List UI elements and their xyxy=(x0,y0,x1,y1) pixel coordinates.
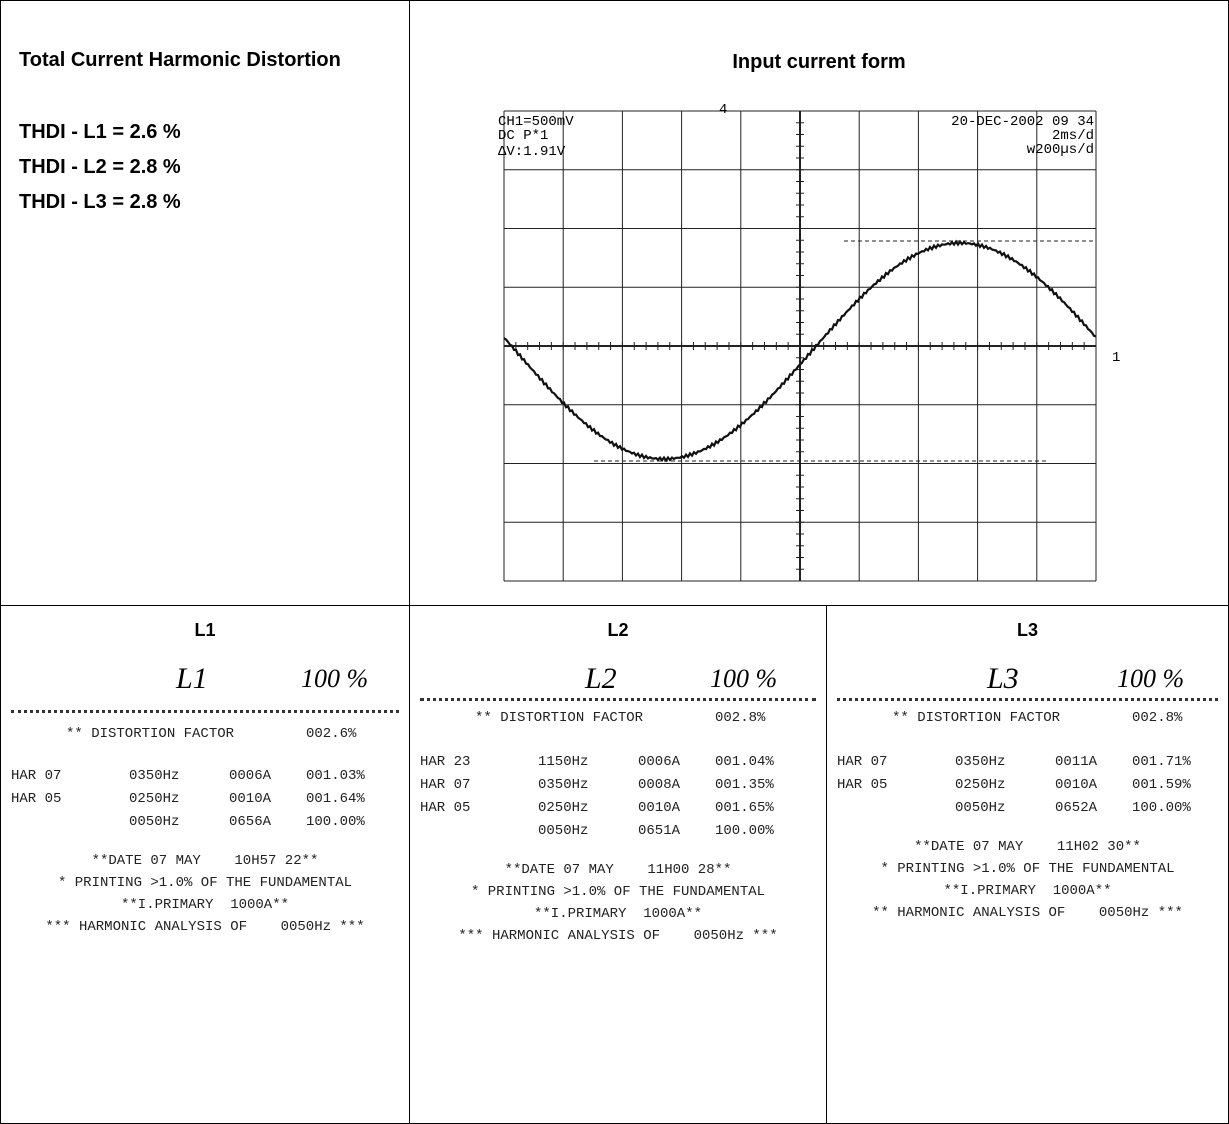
printout-cell: L3 L3 100 % ** DISTORTION FACTOR 002.8% HAR 0… xyxy=(826,605,1229,1124)
handwritten-percent: 100 % xyxy=(1117,664,1184,694)
scope-label: w200µs/d xyxy=(1027,142,1094,158)
footer-line: **DATE 07 MAY 10H57 22** xyxy=(1,853,409,869)
harmonic-frequency: 0350Hz xyxy=(538,777,588,793)
harmonic-current: 0010A xyxy=(229,791,271,807)
handwritten-label: L1 xyxy=(176,662,208,696)
handwritten-label: L3 xyxy=(987,662,1019,696)
harmonic-order: HAR 05 xyxy=(420,800,470,816)
scope-label: ΔV:1.91V xyxy=(498,144,566,160)
harmonic-frequency: 0250Hz xyxy=(538,800,588,816)
harmonic-percent: 001.71% xyxy=(1132,754,1191,770)
footer-line: **I.PRIMARY 1000A** xyxy=(827,883,1228,899)
harmonic-frequency: 0350Hz xyxy=(955,754,1005,770)
waveform-cell: Input current form CH1=500mV DC P*1 ΔV:1… xyxy=(409,0,1229,606)
footer-line: *** HARMONIC ANALYSIS OF 0050Hz *** xyxy=(410,928,826,944)
harmonic-frequency: 0250Hz xyxy=(955,777,1005,793)
footer-line: * PRINTING >1.0% OF THE FUNDAMENTAL xyxy=(1,875,409,891)
handwritten-percent: 100 % xyxy=(710,664,777,694)
harmonic-current: 0651A xyxy=(638,823,680,839)
harmonic-percent: 100.00% xyxy=(306,814,365,830)
distortion-label: ** DISTORTION FACTOR xyxy=(475,710,643,726)
harmonic-current: 0006A xyxy=(229,768,271,784)
harmonic-percent: 100.00% xyxy=(715,823,774,839)
harmonic-current: 0006A xyxy=(638,754,680,770)
printout-title: L3 xyxy=(827,620,1228,641)
harmonic-frequency: 0050Hz xyxy=(129,814,179,830)
dotted-line xyxy=(837,698,1218,701)
harmonic-current: 0011A xyxy=(1055,754,1097,770)
scope-image: CH1=500mV DC P*1 ΔV:1.91V 4 20-DEC-2002 … xyxy=(410,1,1228,605)
summary-cell: Total Current Harmonic Distortion THDI -… xyxy=(0,0,410,606)
harmonic-order: HAR 07 xyxy=(11,768,61,784)
harmonic-frequency: 0050Hz xyxy=(538,823,588,839)
harmonic-order: HAR 05 xyxy=(837,777,887,793)
distortion-value: 002.8% xyxy=(1132,710,1182,726)
footer-line: **I.PRIMARY 1000A** xyxy=(410,906,826,922)
thdi-line: THDI - L2 = 2.8 % xyxy=(19,156,181,179)
footer-line: ** HARMONIC ANALYSIS OF 0050Hz *** xyxy=(827,905,1228,921)
harmonic-frequency: 0250Hz xyxy=(129,791,179,807)
footer-line: **I.PRIMARY 1000A** xyxy=(1,897,409,913)
footer-line: **DATE 07 MAY 11H00 28** xyxy=(410,862,826,878)
footer-line: * PRINTING >1.0% OF THE FUNDAMENTAL xyxy=(827,861,1228,877)
harmonic-percent: 001.64% xyxy=(306,791,365,807)
printout-cell: L1 L1 100 % ** DISTORTION FACTOR 002.6% HAR 0… xyxy=(0,605,410,1124)
harmonic-frequency: 0350Hz xyxy=(129,768,179,784)
distortion-label: ** DISTORTION FACTOR xyxy=(892,710,1060,726)
thdi-line: THDI - L1 = 2.6 % xyxy=(19,121,181,144)
harmonic-current: 0010A xyxy=(638,800,680,816)
distortion-value: 002.6% xyxy=(306,726,356,742)
harmonic-order: HAR 07 xyxy=(420,777,470,793)
harmonic-percent: 100.00% xyxy=(1132,800,1191,816)
harmonic-order: HAR 07 xyxy=(837,754,887,770)
harmonic-current: 0656A xyxy=(229,814,271,830)
dotted-line xyxy=(11,710,399,713)
scope-trigger: 4 xyxy=(719,102,727,118)
footer-line: * PRINTING >1.0% OF THE FUNDAMENTAL xyxy=(410,884,826,900)
harmonic-percent: 001.65% xyxy=(715,800,774,816)
harmonic-percent: 001.03% xyxy=(306,768,365,784)
harmonic-frequency: 0050Hz xyxy=(955,800,1005,816)
scope-grid xyxy=(504,111,1096,581)
channel-marker: 1 xyxy=(1112,350,1120,366)
distortion-value: 002.8% xyxy=(715,710,765,726)
printout-title: L2 xyxy=(410,620,826,641)
summary-title: Total Current Harmonic Distortion xyxy=(19,49,341,72)
dotted-line xyxy=(420,698,816,701)
harmonic-current: 0652A xyxy=(1055,800,1097,816)
harmonic-current: 0010A xyxy=(1055,777,1097,793)
harmonic-order: HAR 05 xyxy=(11,791,61,807)
page: Total Current Harmonic Distortion THDI -… xyxy=(0,0,1229,1124)
footer-line: *** HARMONIC ANALYSIS OF 0050Hz *** xyxy=(1,919,409,935)
printout-cell: L2 L2 100 % ** DISTORTION FACTOR 002.8% HAR 2… xyxy=(409,605,827,1124)
printout-title: L1 xyxy=(1,620,409,641)
scope-label: DC P*1 xyxy=(498,128,548,144)
harmonic-percent: 001.35% xyxy=(715,777,774,793)
footer-line: **DATE 07 MAY 11H02 30** xyxy=(827,839,1228,855)
thdi-line: THDI - L3 = 2.8 % xyxy=(19,191,181,214)
distortion-label: ** DISTORTION FACTOR xyxy=(66,726,234,742)
handwritten-percent: 100 % xyxy=(301,664,368,694)
harmonic-percent: 001.59% xyxy=(1132,777,1191,793)
harmonic-order: HAR 23 xyxy=(420,754,470,770)
harmonic-frequency: 1150Hz xyxy=(538,754,588,770)
harmonic-current: 0008A xyxy=(638,777,680,793)
harmonic-percent: 001.04% xyxy=(715,754,774,770)
handwritten-label: L2 xyxy=(585,662,617,696)
